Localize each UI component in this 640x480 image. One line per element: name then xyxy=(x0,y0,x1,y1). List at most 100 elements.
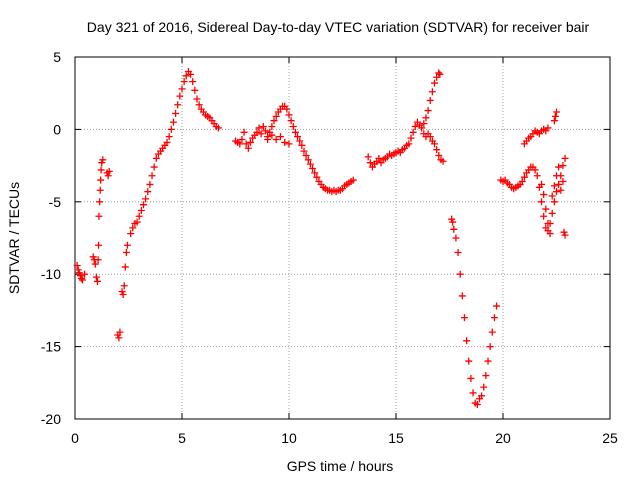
data-point xyxy=(559,178,567,186)
data-point xyxy=(435,69,443,77)
data-point xyxy=(255,124,263,132)
data-point xyxy=(518,178,526,186)
data-point xyxy=(480,383,488,391)
data-point xyxy=(407,134,415,142)
data-point xyxy=(482,372,490,380)
data-point xyxy=(169,118,177,126)
data-point xyxy=(272,112,280,120)
data-point xyxy=(167,125,175,133)
data-point xyxy=(73,262,81,270)
data-point xyxy=(150,163,158,171)
y-tick-label: 0 xyxy=(53,121,61,137)
data-point xyxy=(313,173,321,181)
data-point xyxy=(253,128,261,136)
data-point xyxy=(478,392,486,400)
data-point xyxy=(561,231,569,239)
data-point xyxy=(242,140,250,148)
data-point xyxy=(77,275,85,283)
data-point xyxy=(304,156,312,164)
x-axis-label: GPS time / hours xyxy=(287,458,394,474)
data-point xyxy=(276,133,284,141)
data-point xyxy=(135,212,143,220)
data-point xyxy=(431,140,439,148)
data-point xyxy=(187,70,195,78)
x-tick-label: 0 xyxy=(71,430,79,446)
y-axis-label: SDTVAR / TECUs xyxy=(6,182,22,294)
data-point xyxy=(364,153,372,161)
plot-frame xyxy=(74,56,611,420)
data-point xyxy=(294,133,302,141)
data-point xyxy=(240,128,248,136)
data-point xyxy=(454,248,462,256)
data-point xyxy=(178,85,186,93)
data-point xyxy=(165,133,173,141)
data-point xyxy=(287,117,295,125)
data-point xyxy=(105,167,113,175)
x-tick-label: 20 xyxy=(495,430,511,446)
data-point xyxy=(127,230,135,238)
data-point xyxy=(405,140,413,148)
data-point xyxy=(555,180,563,188)
data-point xyxy=(544,220,552,228)
data-point xyxy=(311,169,319,177)
data-point xyxy=(99,156,107,164)
x-tick-label: 25 xyxy=(602,430,618,446)
data-point xyxy=(95,212,103,220)
data-point xyxy=(270,117,278,125)
data-point xyxy=(96,198,104,206)
data-point xyxy=(431,79,439,87)
data-point xyxy=(291,128,299,136)
data-point xyxy=(120,282,128,290)
data-point xyxy=(193,95,201,103)
data-point xyxy=(93,277,101,285)
data-point xyxy=(152,154,160,162)
data-point xyxy=(81,270,89,278)
data-point xyxy=(439,157,447,165)
x-tick-labels: 0 5 10 15 20 25 xyxy=(71,430,618,446)
data-point xyxy=(116,328,124,336)
y-tick-label: -15 xyxy=(41,339,61,355)
data-point xyxy=(366,159,374,167)
axis-ticks xyxy=(74,56,611,420)
data-point xyxy=(349,176,357,184)
data-point xyxy=(281,138,289,146)
data-point xyxy=(137,206,145,214)
data-point xyxy=(289,123,297,131)
y-tick-label: -5 xyxy=(49,194,62,210)
data-point xyxy=(300,147,308,155)
data-point xyxy=(172,109,180,117)
data-point xyxy=(546,230,554,238)
data-point xyxy=(285,140,293,148)
data-point xyxy=(486,343,494,351)
data-point xyxy=(490,314,498,322)
data-point xyxy=(174,101,182,109)
data-point xyxy=(411,123,419,131)
data-point xyxy=(180,78,188,86)
data-point xyxy=(285,111,293,119)
data-point xyxy=(119,290,127,298)
data-point xyxy=(553,172,560,180)
data-point xyxy=(123,241,131,249)
data-point xyxy=(142,195,150,203)
data-point xyxy=(78,276,86,284)
data-point xyxy=(115,334,123,342)
data-point xyxy=(435,151,443,159)
data-point xyxy=(548,209,556,217)
data-point xyxy=(553,108,560,116)
data-point xyxy=(551,112,559,120)
data-point xyxy=(550,182,558,190)
data-point xyxy=(191,86,199,94)
data-point xyxy=(283,105,291,113)
data-point xyxy=(559,162,567,170)
data-point xyxy=(94,256,102,264)
data-point xyxy=(458,292,466,300)
data-point xyxy=(550,117,558,125)
data-point xyxy=(484,357,492,365)
data-point xyxy=(97,176,105,184)
data-point xyxy=(261,127,269,135)
y-tick-label: 5 xyxy=(53,49,61,65)
data-point xyxy=(538,198,546,206)
data-point xyxy=(418,124,426,132)
data-point xyxy=(469,389,477,397)
data-point xyxy=(104,172,112,180)
